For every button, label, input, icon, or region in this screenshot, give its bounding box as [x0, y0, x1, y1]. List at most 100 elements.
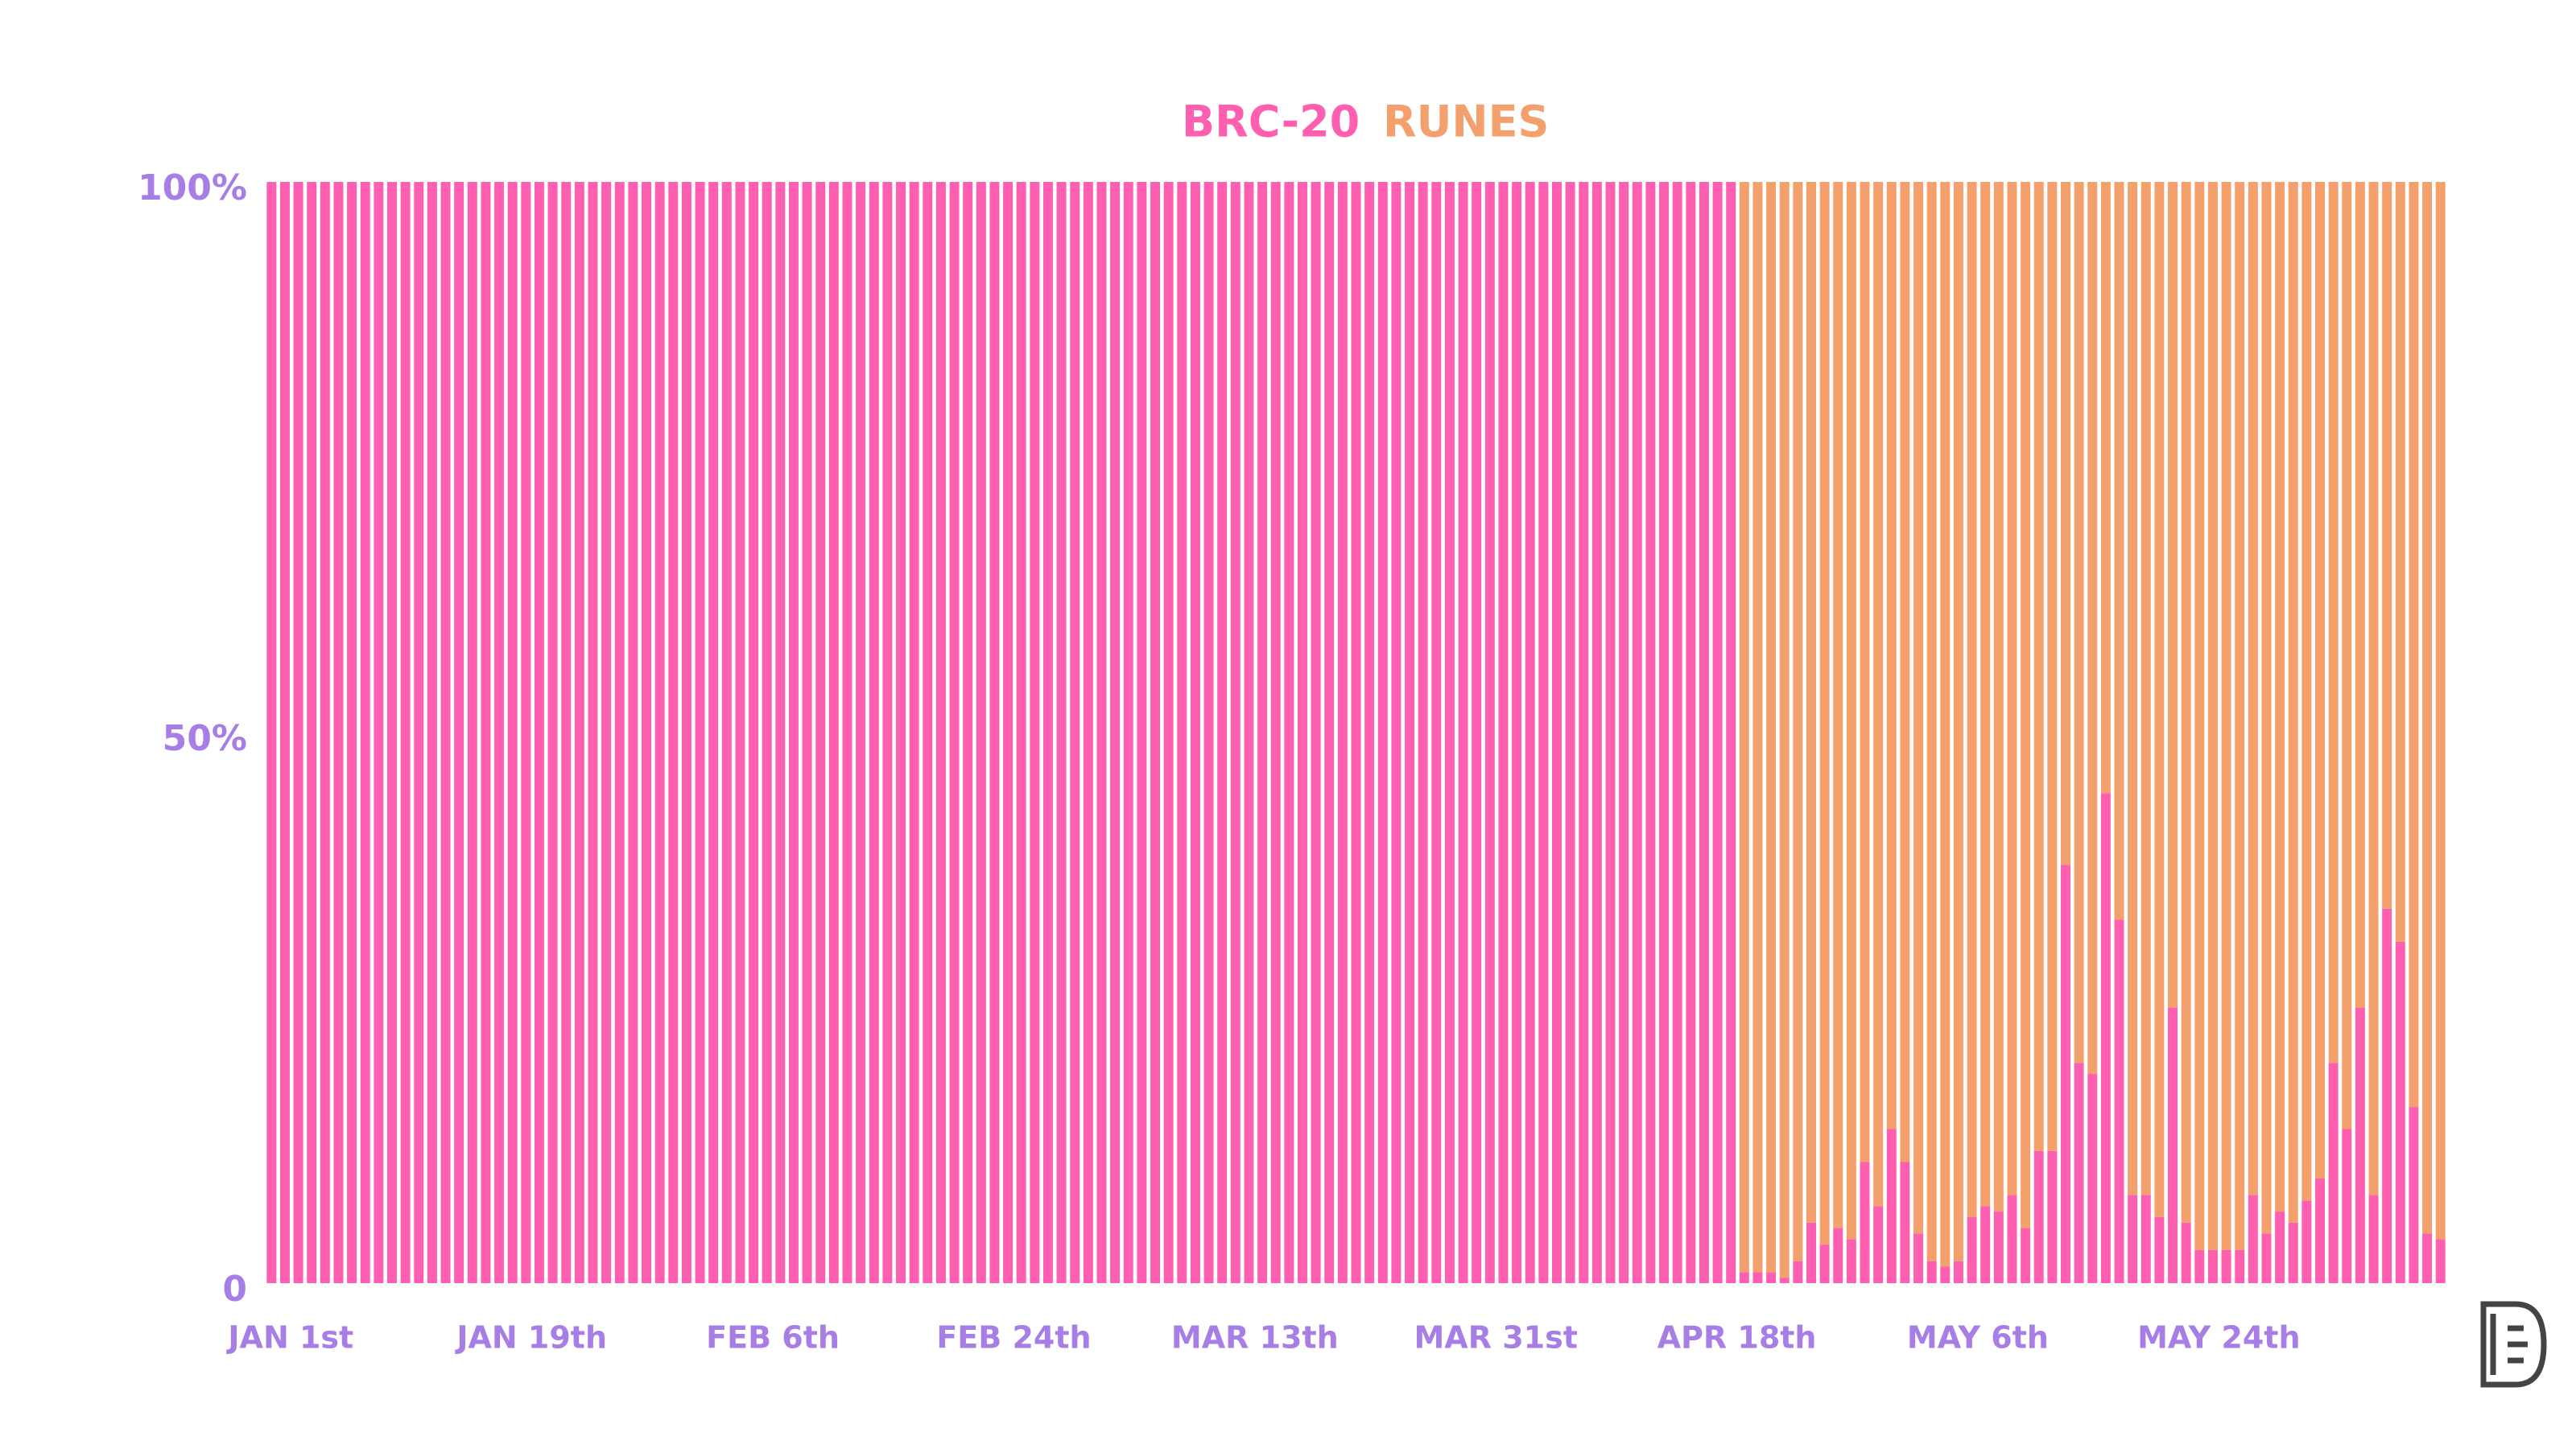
- bar-segment: [1083, 182, 1093, 1283]
- bar-segment: [2248, 182, 2258, 1195]
- bar-segment: [574, 182, 584, 1283]
- bar-segment: [1351, 182, 1361, 1283]
- bar-segment: [2382, 182, 2392, 909]
- bar-segment: [2261, 182, 2272, 1234]
- bar-segment: [507, 182, 518, 1283]
- bar-segment: [2221, 182, 2231, 1250]
- bar-segment: [1605, 182, 1616, 1283]
- bar-segment: [2315, 1179, 2325, 1283]
- bar-segment: [1900, 1162, 1910, 1283]
- bar-segment: [1819, 1245, 1830, 1283]
- bar-segment: [2181, 1222, 2191, 1283]
- bar-segment: [1900, 182, 1910, 1162]
- bar-segment: [2275, 182, 2285, 1212]
- bar-segment: [387, 182, 397, 1283]
- bar-segment: [2154, 182, 2165, 1217]
- bar-segment: [1860, 1162, 1870, 1283]
- bar-segment: [2221, 1249, 2231, 1283]
- bar-segment: [347, 182, 357, 1283]
- bar-segment: [1137, 182, 1147, 1283]
- bar-segment: [2435, 182, 2446, 1240]
- bar-segment: [1726, 182, 1736, 1283]
- bar-segment: [1297, 182, 1307, 1283]
- bar-segment: [1886, 1129, 1897, 1283]
- bar-segment: [869, 182, 879, 1283]
- bar-segment: [601, 182, 612, 1283]
- bar-segment: [427, 182, 437, 1283]
- bar-segment: [2328, 1063, 2339, 1283]
- bar-segment: [1806, 182, 1816, 1223]
- bar-segment: [721, 182, 732, 1283]
- y-tick-label: 100%: [138, 167, 247, 208]
- bar-segment: [2100, 793, 2111, 1283]
- bar-segment: [1217, 182, 1228, 1283]
- bar-segment: [2409, 1107, 2419, 1283]
- bar-segment: [1752, 1272, 1763, 1283]
- bar-segment: [534, 182, 544, 1283]
- bar-segment: [1203, 182, 1214, 1283]
- bar-segment: [1793, 1261, 1803, 1283]
- bar-segment: [1257, 182, 1268, 1283]
- bar-segment: [2435, 1239, 2446, 1283]
- bar-segment: [1056, 182, 1067, 1283]
- bar-segment: [360, 182, 370, 1283]
- bar-segment: [2154, 1216, 2165, 1283]
- bar-segment: [1565, 182, 1575, 1283]
- bar-segment: [1645, 182, 1656, 1283]
- bar-segment: [1779, 1278, 1790, 1283]
- bar-segment: [307, 182, 317, 1283]
- bar-segment: [976, 182, 986, 1283]
- bar-segment: [681, 182, 691, 1283]
- bar-segment: [695, 182, 705, 1283]
- bar-segment: [1311, 182, 1321, 1283]
- bar-segment: [1498, 182, 1509, 1283]
- bar-segment: [2194, 182, 2205, 1250]
- bar-segment: [1512, 182, 1522, 1283]
- bar-segment: [2355, 1008, 2365, 1283]
- bar-segment: [2021, 182, 2031, 1228]
- bar-segment: [1070, 182, 1080, 1283]
- x-tick-label: FEB 6th: [706, 1320, 840, 1356]
- bar-segment: [963, 182, 973, 1283]
- bar-segment: [1538, 182, 1549, 1283]
- bar-segment: [521, 182, 531, 1283]
- bar-segment: [1833, 182, 1843, 1228]
- bar-segment: [1110, 182, 1121, 1283]
- bar-segment: [1042, 182, 1053, 1283]
- bar-segment: [842, 182, 852, 1283]
- bar-segment: [440, 182, 451, 1283]
- bar-segment: [856, 182, 866, 1283]
- bar-segment: [1873, 1206, 1884, 1283]
- bar-segment: [614, 182, 625, 1283]
- bar-segment: [2422, 1233, 2433, 1283]
- bar-segment: [1484, 182, 1495, 1283]
- bar-segment: [1377, 182, 1388, 1283]
- bar-segment: [989, 182, 1000, 1283]
- bar-segment: [762, 182, 772, 1283]
- bar-segment: [2301, 182, 2312, 1201]
- bar-segment: [2047, 182, 2058, 1151]
- bar-segment: [1940, 1266, 1951, 1283]
- bar-segment: [935, 182, 946, 1283]
- bar-segment: [2033, 182, 2044, 1151]
- bar-segment: [2288, 1222, 2298, 1283]
- bar-segment: [1003, 182, 1013, 1283]
- bar-segment: [628, 182, 638, 1283]
- bar-segment: [1873, 182, 1884, 1207]
- x-tick-label: JAN 1st: [225, 1320, 353, 1356]
- bar-segment: [467, 182, 477, 1283]
- bar-segment: [2368, 1195, 2379, 1283]
- bar-segment: [266, 182, 277, 1283]
- bar-segment: [2021, 1228, 2031, 1283]
- legend-label: BRC-20: [1182, 97, 1360, 147]
- x-tick-label: MAY 24th: [2137, 1320, 2300, 1356]
- bar-segment: [2087, 1074, 2098, 1283]
- bar-segment: [1619, 182, 1629, 1283]
- bar-segment: [1284, 182, 1294, 1283]
- bar-segment: [2007, 182, 2017, 1195]
- bar-segment: [1819, 182, 1830, 1245]
- bar-segment: [1591, 182, 1602, 1283]
- x-tick-label: MAY 6th: [1907, 1320, 2049, 1356]
- bar-segment: [320, 182, 330, 1283]
- bar-segment: [2409, 182, 2419, 1108]
